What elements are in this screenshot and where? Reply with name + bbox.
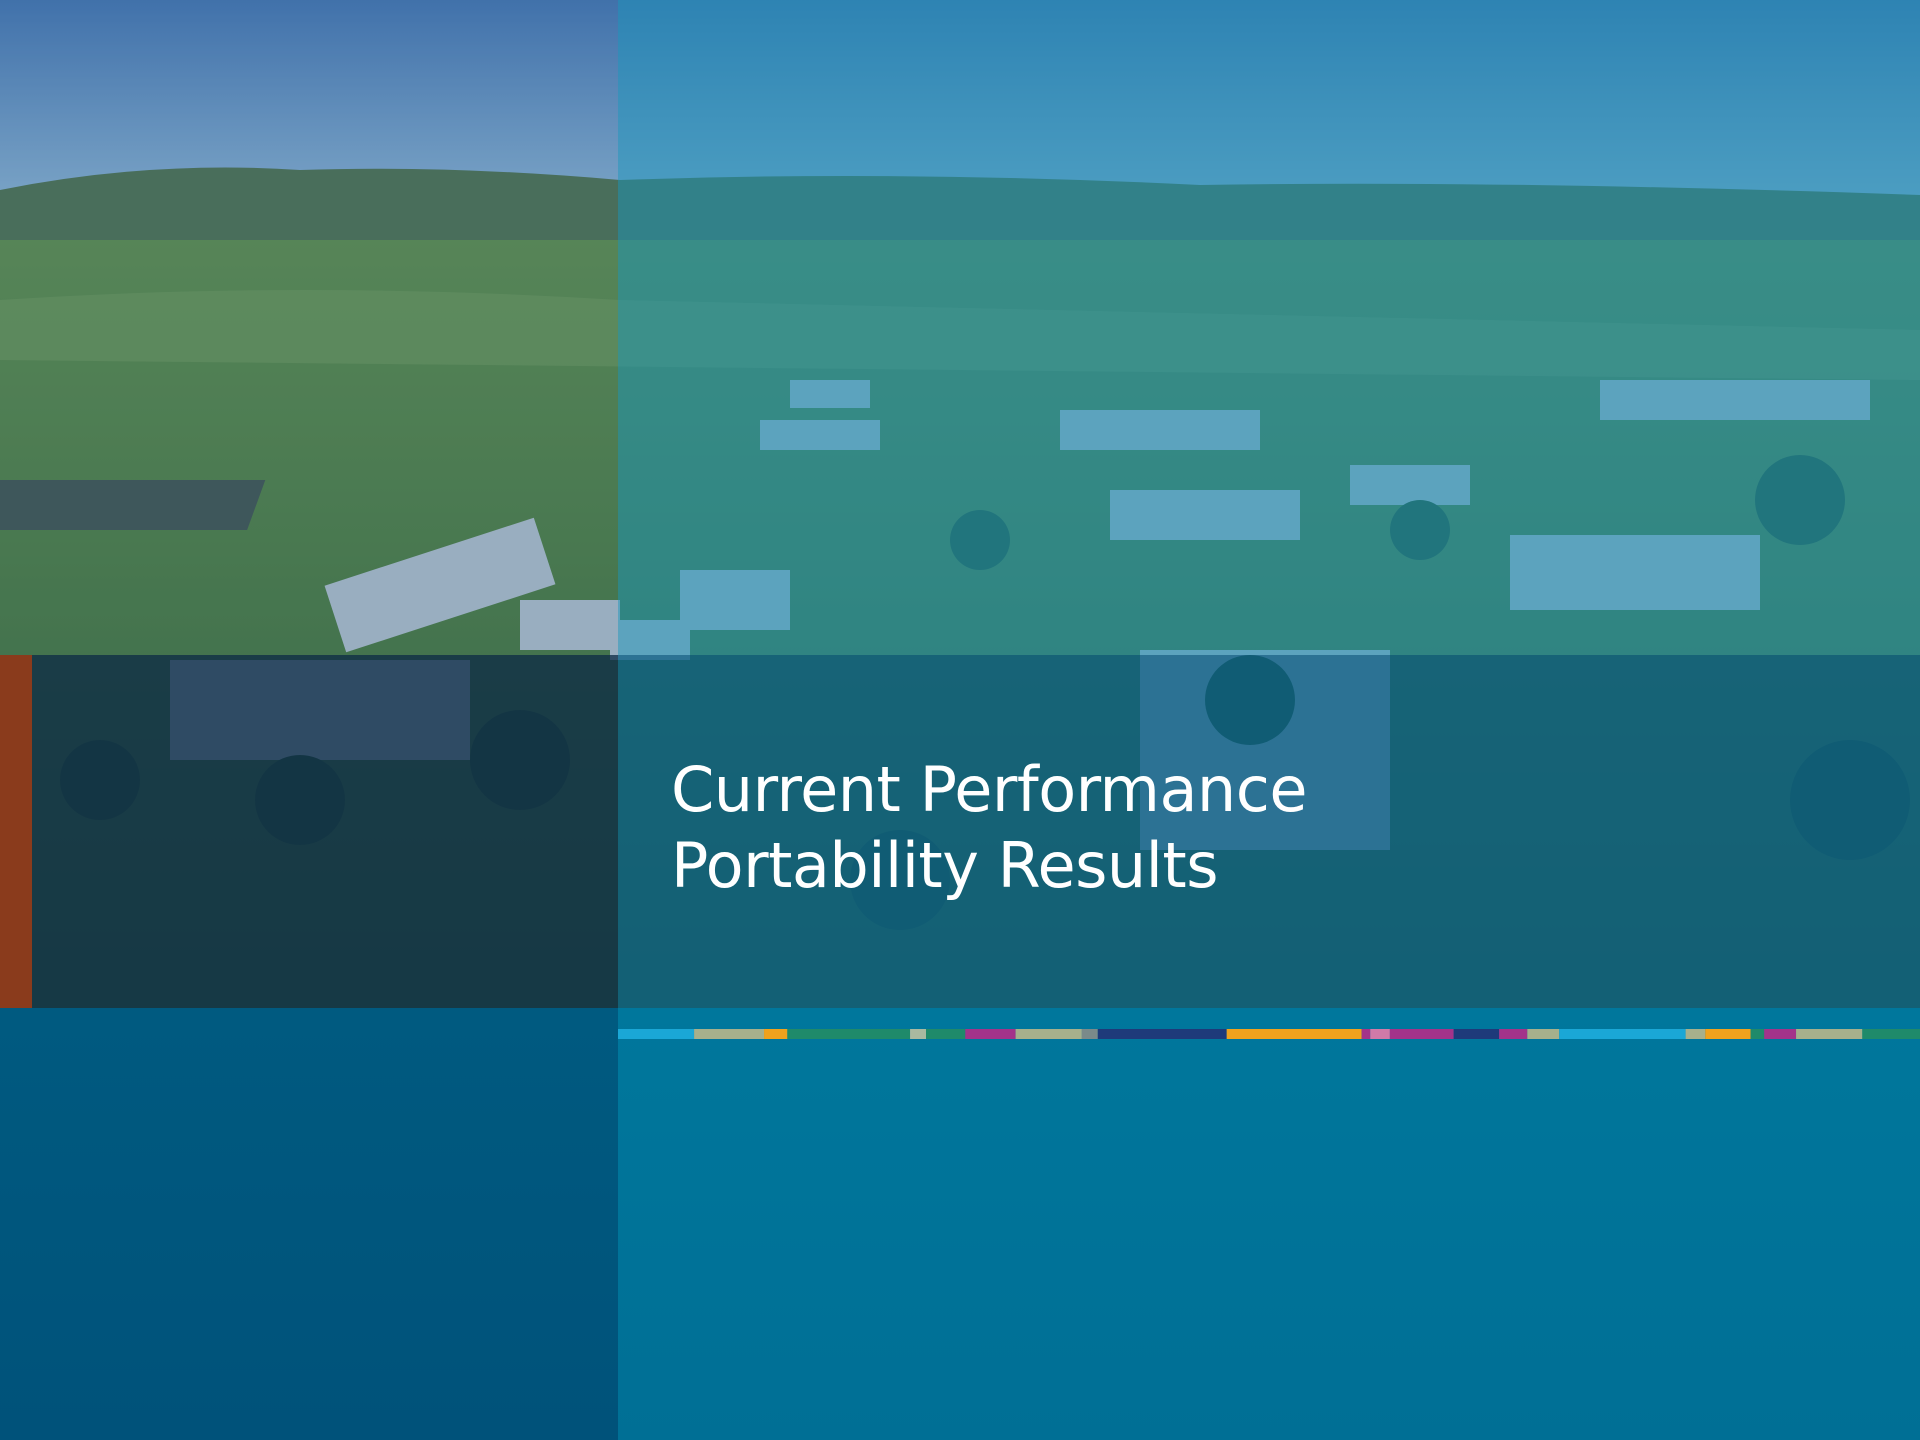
title-line: Current Performance <box>671 752 1307 828</box>
title-line: Portability Results <box>671 828 1307 904</box>
color-stripe <box>618 1029 1920 1039</box>
bottom-panel-right <box>618 1008 1920 1440</box>
slide-title: Current Performance Portability Results <box>671 752 1307 904</box>
slide: Current Performance Portability Results … <box>0 0 1920 1440</box>
bottom-panel-left <box>0 1008 618 1440</box>
